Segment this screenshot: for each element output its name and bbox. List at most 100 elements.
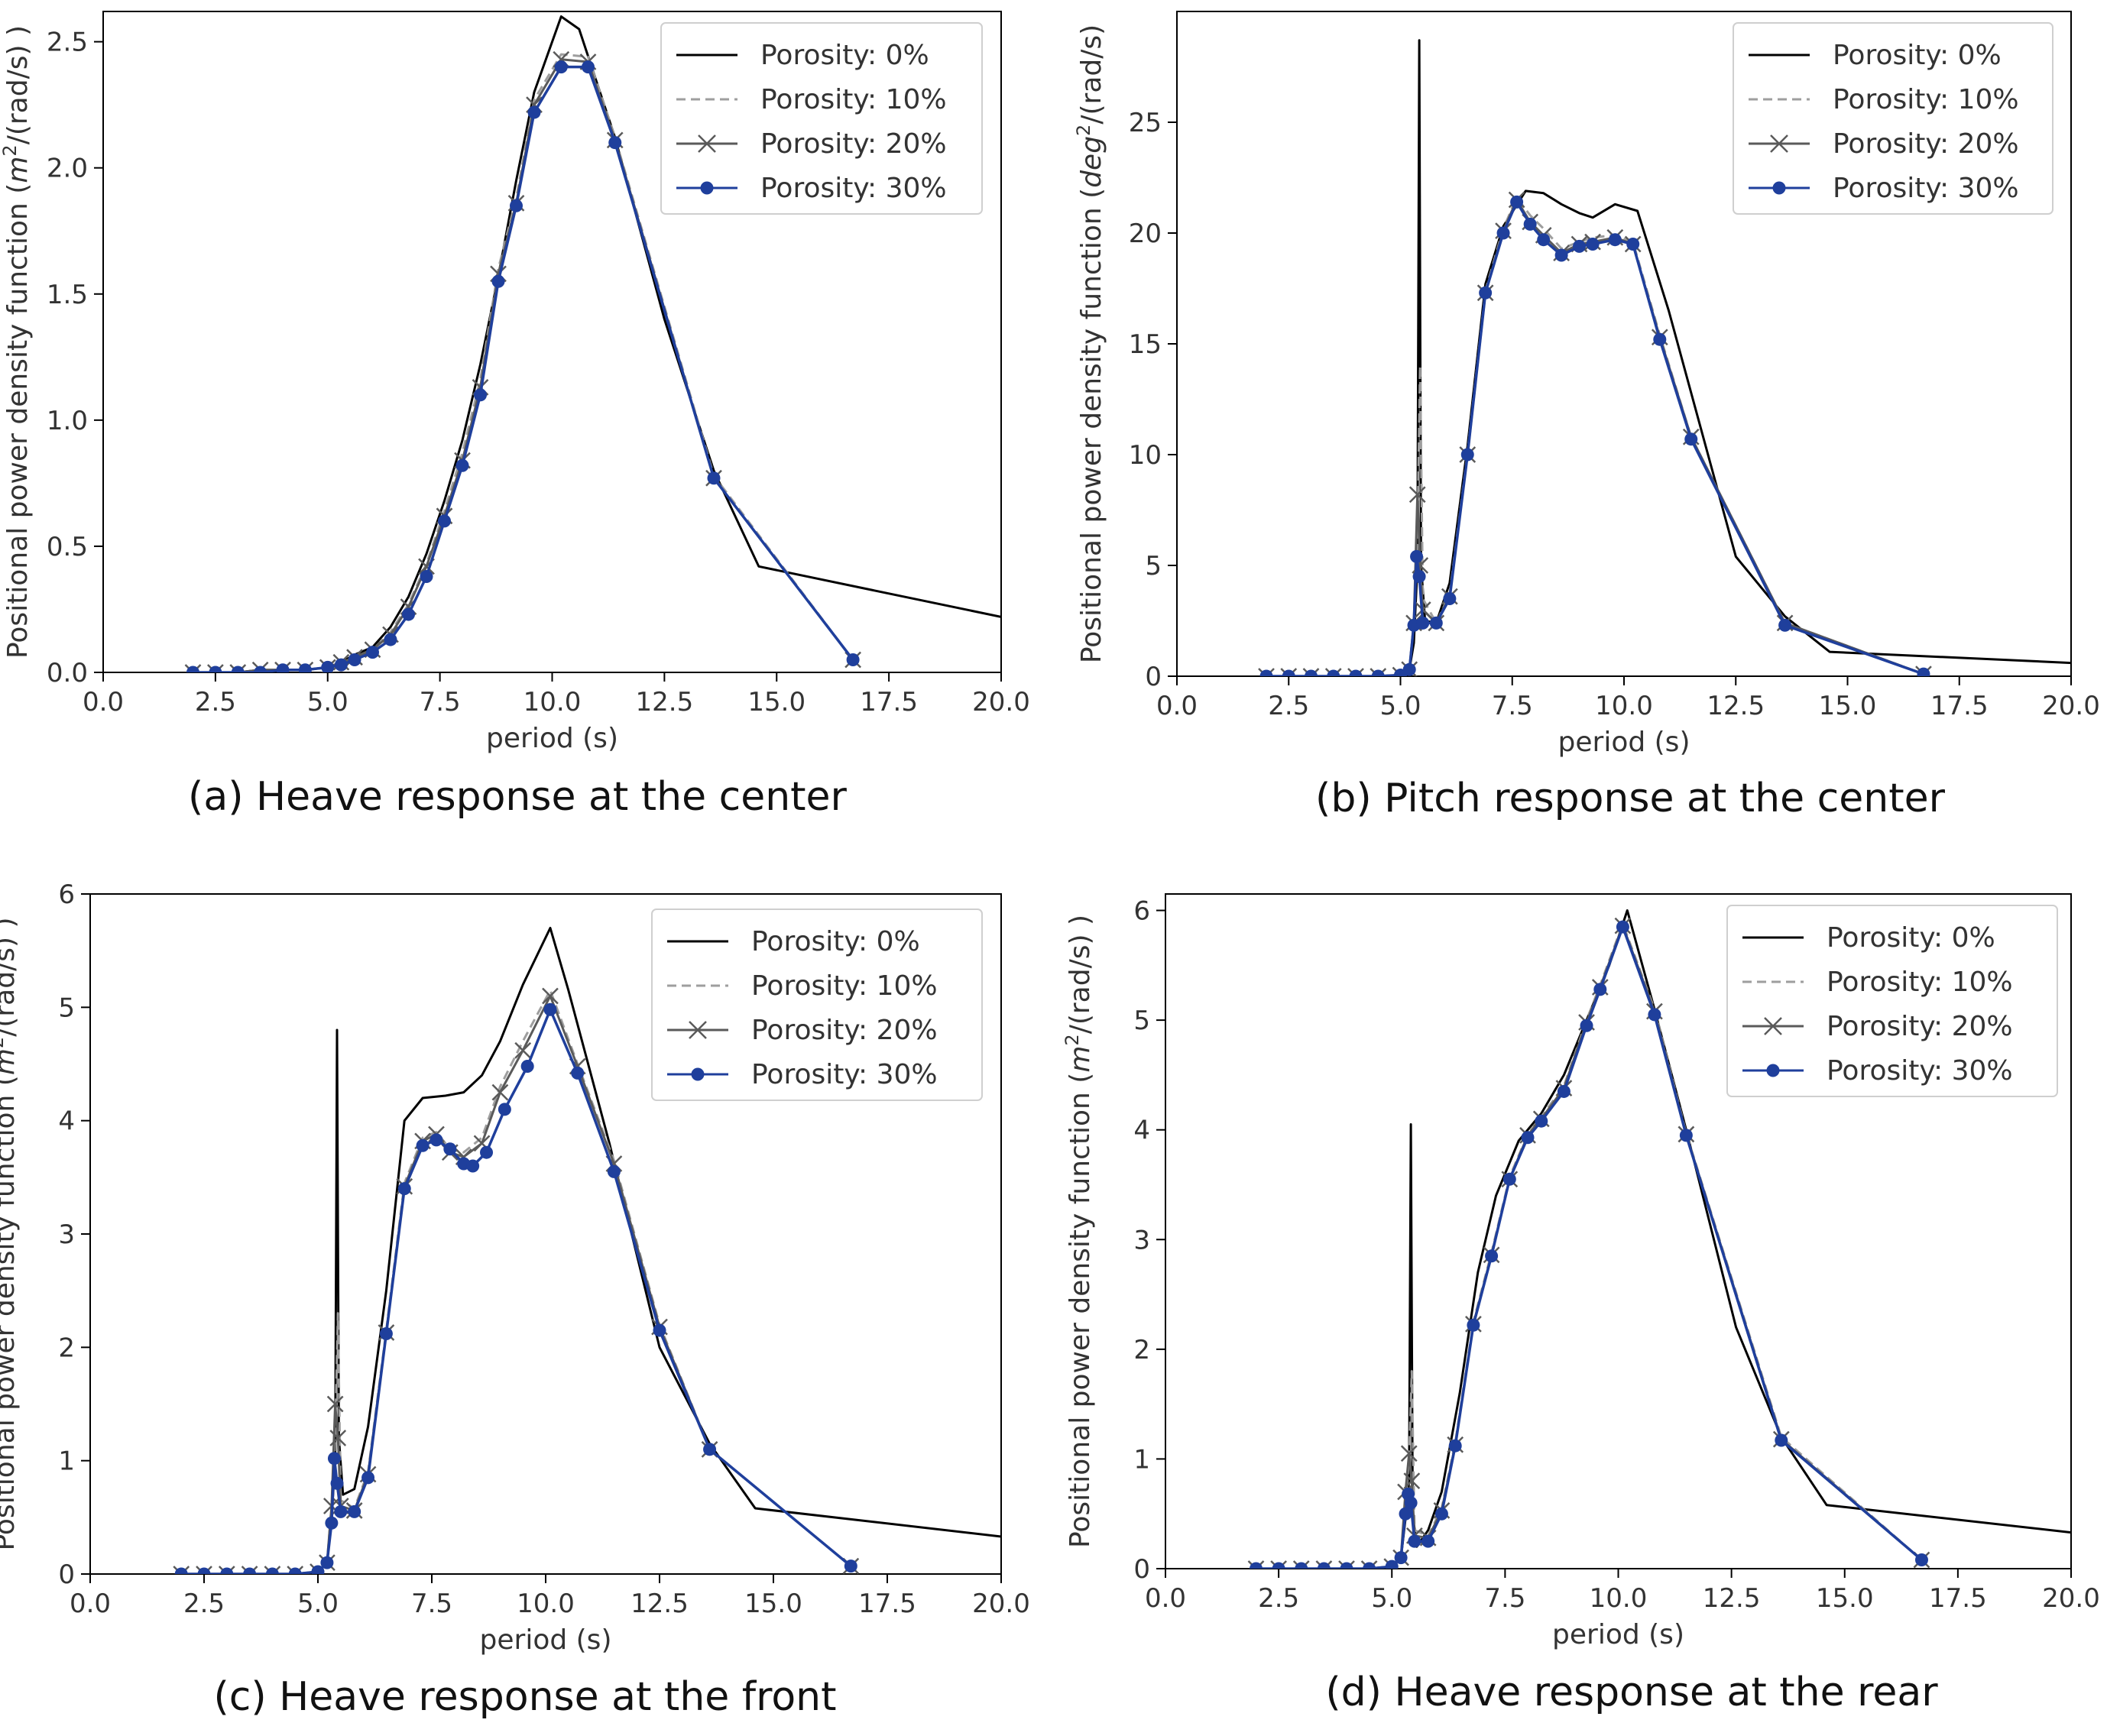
series-marker-dot (334, 658, 348, 672)
series-marker-dot (554, 60, 568, 74)
series-line-3 (1266, 200, 1924, 676)
chart-panel-1: 0.0 2.5 5.0 7.5 10.0 12.5 15.0 17.5 20.0 0.0 0.5 1.… (0, 11, 1030, 820)
series-marker-dot (491, 274, 505, 288)
legend-label: Porosity: 20% (1827, 1011, 2013, 1042)
series-marker-dot (1479, 286, 1493, 300)
x-tick-label: 12.5 (1707, 691, 1765, 721)
series-line-2 (1266, 199, 1924, 676)
plot-area (1247, 909, 2071, 1569)
series-marker-dot (1259, 669, 1273, 676)
series-marker-dot (438, 514, 451, 528)
series-marker-dot (527, 105, 541, 119)
series-marker-dot (402, 607, 415, 621)
legend-box (660, 22, 983, 215)
x-tick-label: 0.0 (1145, 1583, 1186, 1614)
x-tick-label: 0.0 (1156, 691, 1198, 721)
series-line-1 (1266, 196, 1924, 676)
series-marker-dot (1593, 983, 1607, 996)
x-tick-label: 5.0 (297, 1589, 339, 1619)
legend: Porosity: 0% Porosity: 10% Porosity: 20% Po… (651, 908, 983, 1101)
y-tick-label: 2.5 (47, 28, 88, 58)
series-marker-dot (1679, 1129, 1693, 1142)
series-marker-x (287, 1566, 304, 1574)
y-tick-label: 25 (1129, 108, 1162, 138)
y-tick-label: 20 (1129, 219, 1162, 249)
y-tick-label: 1.0 (47, 406, 88, 436)
series-marker-dot (1580, 1019, 1593, 1032)
legend-label: Porosity: 30% (1833, 173, 2019, 204)
legend-label: Porosity: 10% (1827, 967, 2013, 998)
series-marker-dot (384, 633, 397, 646)
plot-area (1258, 39, 2071, 676)
series-marker-x (491, 1083, 509, 1101)
series-marker-dot (288, 1567, 302, 1574)
x-tick-label: 7.5 (420, 687, 461, 717)
x-tick-label: 2.5 (1268, 691, 1309, 721)
chart-panel-4: 0.0 2.5 5.0 7.5 10.0 12.5 15.0 17.5 20.0 0 1 2 3 4 5 6 p… (1062, 893, 2100, 1715)
series-marker-dot (366, 646, 379, 659)
x-tick-label: 15.0 (1819, 691, 1877, 721)
y-tick-label: 1 (1133, 1444, 1150, 1475)
series-marker-dot (1410, 549, 1424, 563)
x-tick-label: 7.5 (411, 1589, 452, 1619)
series-marker-dot (1394, 1551, 1408, 1565)
series-marker-x (329, 1430, 347, 1446)
series-marker-dot (348, 653, 361, 666)
series-marker-dot (543, 1002, 557, 1016)
series-marker-dot (608, 136, 622, 150)
series-marker-x (264, 1566, 281, 1574)
x-axis-label: period (s) (486, 723, 618, 754)
x-tick-label: 5.0 (307, 687, 348, 717)
legend-label: Porosity: 30% (1827, 1055, 2013, 1087)
series-marker-dot (276, 663, 290, 672)
legend-marker-x (1770, 134, 1788, 153)
series-marker-dot (1327, 669, 1340, 676)
series-marker-x (1347, 668, 1364, 676)
series-marker-dot (1523, 217, 1537, 231)
series-marker-dot (1586, 238, 1600, 251)
series-marker-dot (1250, 1562, 1263, 1569)
series-marker-dot (298, 663, 312, 672)
series-marker-dot (186, 666, 199, 672)
x-tick-label: 20.0 (972, 1589, 1030, 1619)
x-tick-label: 17.5 (1930, 691, 1989, 721)
y-axis-label: Positional power density function (deg2/… (1073, 24, 1107, 663)
panel-title: (a) Heave response at the center (188, 774, 848, 820)
series-marker-dot (498, 1103, 511, 1116)
series-marker-dot (321, 660, 335, 672)
legend-label: Porosity: 20% (760, 128, 947, 160)
legend-label: Porosity: 30% (751, 1059, 938, 1090)
series-marker-dot (1917, 667, 1930, 676)
series-marker-dot (397, 1182, 411, 1196)
y-axis-label: Positional power density function (m2/(r… (0, 25, 34, 659)
series-marker-dot (1421, 1534, 1435, 1548)
series-marker-dot (334, 1504, 348, 1518)
x-tick-label: 15.0 (744, 1589, 802, 1619)
series-marker-dot (1554, 248, 1568, 262)
series-marker-dot (707, 471, 721, 485)
x-tick-label: 10.0 (1595, 691, 1653, 721)
legend-label: Porosity: 20% (1833, 128, 2019, 160)
x-tick-label: 5.0 (1379, 691, 1421, 721)
y-tick-label: 15 (1129, 329, 1162, 360)
y-tick-label: 10 (1129, 440, 1162, 471)
y-tick-label: 6 (1133, 896, 1150, 927)
series-marker-dot (320, 1556, 334, 1569)
series-marker-dot (653, 1323, 666, 1337)
y-tick-label: 4 (1133, 1116, 1150, 1146)
legend-label: Porosity: 10% (760, 84, 947, 115)
legend-box (1726, 905, 2058, 1097)
series-marker-dot (1443, 592, 1457, 605)
legend-marker-x (689, 1021, 707, 1039)
series-marker-dot (254, 666, 267, 672)
x-tick-label: 7.5 (1484, 1583, 1525, 1614)
series-marker-dot (443, 1142, 457, 1156)
legend-marker-dot (1766, 1064, 1780, 1077)
series-marker-x (1403, 1472, 1421, 1490)
series-marker-x (1408, 486, 1426, 504)
series-marker-dot (1412, 570, 1426, 583)
legend-marker-dot (700, 181, 714, 195)
series-marker-x (1292, 1560, 1310, 1569)
x-tick-label: 0.0 (83, 687, 124, 717)
